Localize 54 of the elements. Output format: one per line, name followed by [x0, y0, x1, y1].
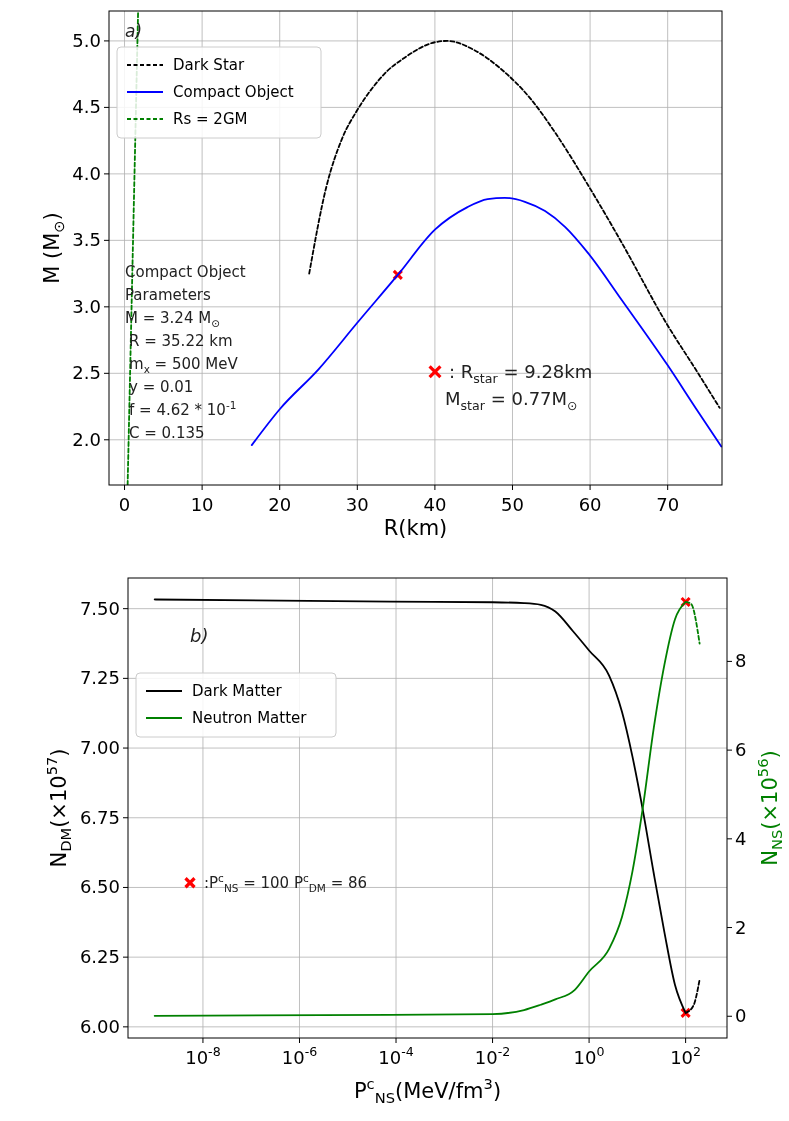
y2-tick-label: 0 [735, 1005, 747, 1027]
y2-tick-label: 8 [735, 650, 747, 672]
y-tick-label: 3.0 [72, 295, 101, 317]
x-tick-label: 10$^{-8}$ [185, 1044, 221, 1068]
x-tick-label: 10$^{-4}$ [378, 1044, 414, 1068]
x-tick-label: 40 [423, 494, 447, 515]
x-tick-label: 10$^{2}$ [670, 1044, 702, 1068]
y-tick-label: 4.5 [72, 96, 101, 118]
annotation: M$_{star}$ = 0.77M$_{⊙}$ [445, 388, 578, 413]
legend-label: Neutron Matter [192, 709, 308, 727]
annotation: :P$^{c}$$_{NS}$ = 100 P$^{c}$$_{DM}$ = 86 [204, 871, 368, 894]
y-tick-label: 7.50 [79, 597, 120, 619]
y2-tick-label: 2 [735, 916, 747, 938]
y-tick-label: 2.0 [72, 428, 101, 450]
annotation: a) [125, 21, 143, 41]
annotation: R = 35.22 km [129, 332, 233, 350]
legend-label: Compact Object [173, 83, 294, 101]
annotation: M = 3.24 M$_{⊙}$ [125, 309, 220, 329]
y-tick-label: 5.0 [72, 29, 101, 51]
x-tick-label: 30 [345, 494, 369, 515]
line-series [250, 196, 722, 448]
annotation: m$_{x}$ = 500 MeV [129, 355, 239, 375]
x-axis-title: P$^{c}$$_{NS}$(MeV/fm$^{3}$) [353, 1075, 502, 1107]
annotation: C = 0.135 [129, 424, 205, 442]
x-tick-label: 10 [190, 494, 214, 515]
y-tick-label: 7.00 [79, 737, 120, 759]
y-tick-label: 6.00 [79, 1015, 120, 1037]
y-tick-label: 3.5 [72, 229, 101, 251]
y-tick-label: 4.0 [72, 162, 101, 184]
legend-label: Dark Star [173, 56, 245, 74]
annotation: Compact Object [125, 263, 246, 281]
annotation: Parameters [125, 286, 212, 304]
x-tick-label: 20 [268, 494, 292, 515]
y2-tick-label: 6 [735, 739, 747, 761]
x-tick-label: 70 [656, 494, 680, 515]
annotation: f = 4.62 * 10$^{-1}$ [129, 398, 237, 419]
y-tick-label: 2.5 [72, 362, 101, 384]
x-axis-title: R(km) [383, 516, 448, 540]
x-tick-label: 10$^{-6}$ [281, 1044, 318, 1068]
x-tick-label: 60 [578, 494, 602, 515]
x-tick-label: 10$^{-2}$ [474, 1044, 511, 1068]
x-tick-label: 50 [501, 494, 524, 515]
legend-label: Dark Matter [192, 682, 283, 700]
y-tick-label: 7.25 [79, 667, 120, 689]
x-tick-label: 10$^{0}$ [573, 1044, 605, 1068]
y2-tick-label: 4 [735, 827, 747, 849]
annotation: : R$_{star}$ = 9.28km [449, 361, 593, 386]
y-tick-label: 6.75 [79, 806, 120, 828]
annotation: b) [190, 625, 209, 646]
legend-label: Rs = 2GM [173, 110, 248, 128]
y-tick-label: 6.50 [79, 876, 120, 898]
annotation: y = 0.01 [129, 378, 194, 396]
y-tick-label: 6.25 [79, 946, 120, 968]
x-tick-label: 0 [118, 494, 131, 515]
